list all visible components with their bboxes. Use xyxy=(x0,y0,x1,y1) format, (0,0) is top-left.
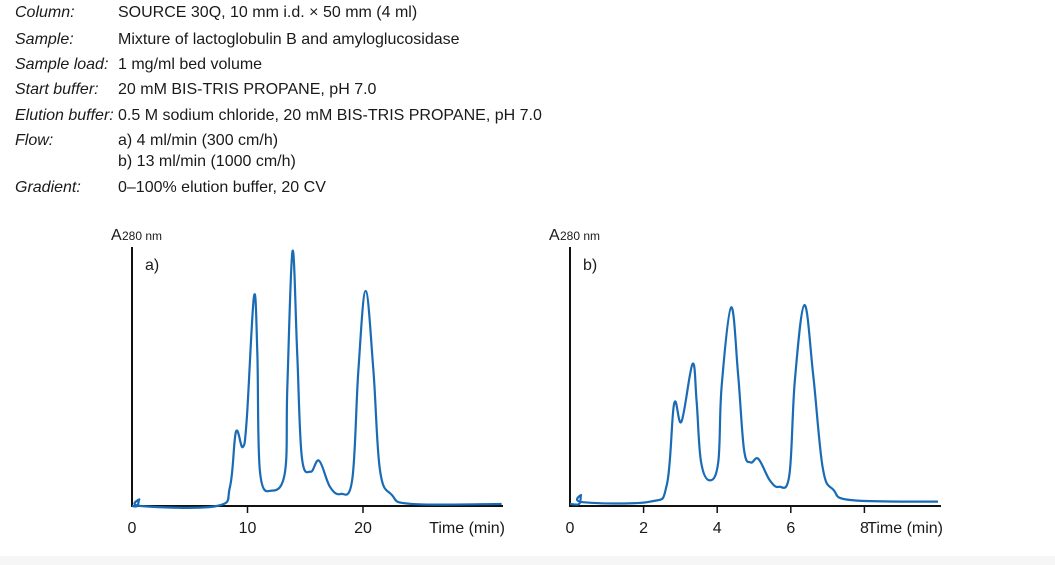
y-axis-label-subscript: 280 nm xyxy=(560,229,600,243)
x-tick-label: 2 xyxy=(639,520,648,537)
condition-label: Elution buffer: xyxy=(15,107,114,124)
y-axis-label: A xyxy=(549,227,560,244)
y-axis-label: A xyxy=(111,227,122,244)
x-tick-label: 20 xyxy=(354,520,372,537)
x-tick-label: 0 xyxy=(566,520,575,537)
condition-value: 1 mg/ml bed volume xyxy=(118,56,263,73)
x-tick-label: 0 xyxy=(128,520,137,537)
absorbance-trace xyxy=(131,249,502,509)
condition-label: Flow: xyxy=(15,132,54,149)
condition-value: 0.5 M sodium chloride, 20 mM BIS-TRIS PR… xyxy=(118,107,542,124)
footer-strip xyxy=(0,556,1055,565)
x-axis-label: Time (min) xyxy=(429,520,505,537)
condition-value: SOURCE 30Q, 10 mm i.d. × 50 mm (4 ml) xyxy=(118,4,418,21)
x-tick-label: 4 xyxy=(713,520,722,537)
absorbance-trace xyxy=(569,303,939,506)
panel-label: a) xyxy=(145,257,159,274)
condition-label: Gradient: xyxy=(15,179,81,196)
condition-label: Sample: xyxy=(15,31,74,48)
x-tick-label: 10 xyxy=(239,520,257,537)
condition-value: 0–100% elution buffer, 20 CV xyxy=(118,179,326,196)
panel-label: b) xyxy=(583,257,597,274)
x-tick-label: 8 xyxy=(860,520,869,537)
condition-label: Start buffer: xyxy=(15,81,99,98)
condition-value: b) 13 ml/min (1000 cm/h) xyxy=(118,153,296,170)
y-axis-label-subscript: 280 nm xyxy=(122,229,162,243)
condition-label: Column: xyxy=(15,4,75,21)
condition-label: Sample load: xyxy=(15,56,109,73)
condition-value: 20 mM BIS-TRIS PROPANE, pH 7.0 xyxy=(118,81,377,98)
chart-panel-a: 0 10 20 Time (min) A 280 nm a) xyxy=(111,227,505,537)
condition-value: Mixture of lactoglobulin B and amylogluc… xyxy=(118,31,460,48)
x-axis-label: Time (min) xyxy=(867,520,943,537)
x-tick-label: 6 xyxy=(786,520,795,537)
condition-value: a) 4 ml/min (300 cm/h) xyxy=(118,132,279,149)
